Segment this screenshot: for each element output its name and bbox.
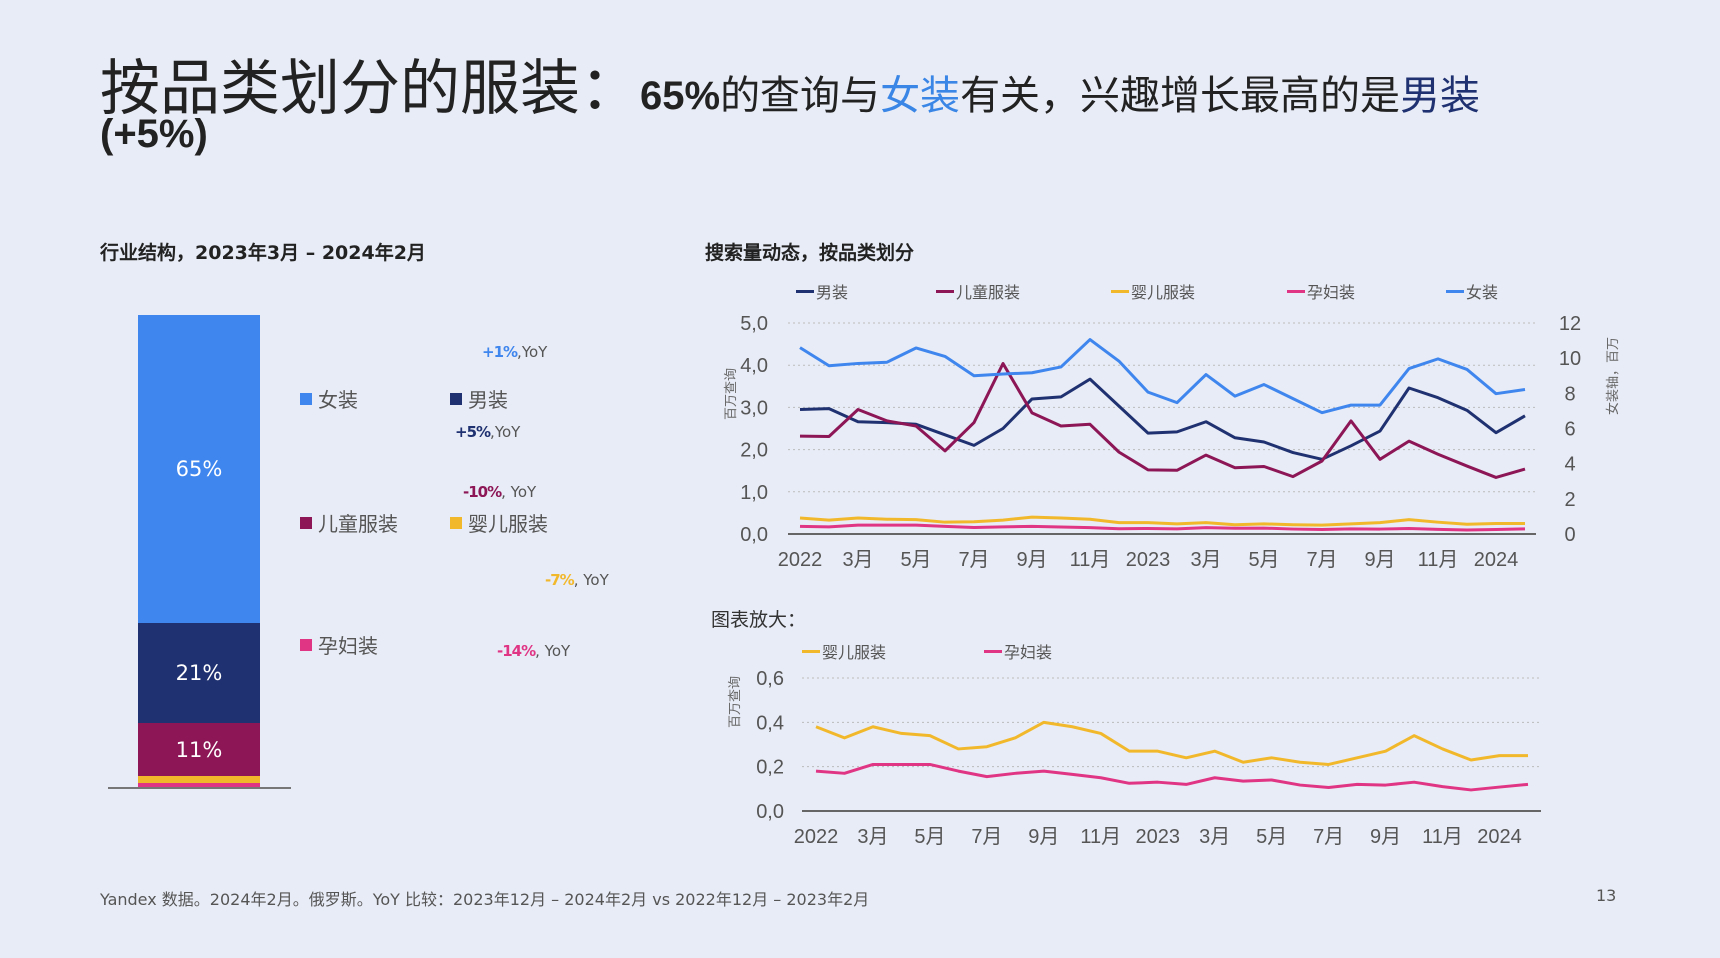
series-line-婴儿服装 (815, 720, 1528, 766)
x-tick-label: 11月 (1422, 826, 1463, 848)
legend-men: 男装 (450, 384, 508, 413)
y2-tick-label: 6 (1564, 419, 1575, 441)
x-tick-label: 3月 (1199, 826, 1230, 848)
y-tick-label: 4,0 (740, 355, 768, 377)
y-tick-label: 1,0 (740, 482, 768, 504)
y2-tick-label: 8 (1564, 383, 1575, 405)
legend-swatch (450, 516, 462, 529)
x-tick-label: 11月 (1070, 549, 1111, 571)
y2-tick-label: 10 (1559, 348, 1581, 370)
x-tick-label: 11月 (1080, 826, 1121, 848)
legend-line-men: 男装 (796, 279, 848, 303)
x-tick-label: 5月 (900, 549, 931, 571)
x-tick-label: 2023 (1126, 549, 1171, 571)
series-line-男装 (799, 377, 1526, 461)
x-tick-label: 2022 (778, 549, 823, 571)
y2-tick-label: 12 (1559, 313, 1581, 335)
x-tick-label: 9月 (1028, 826, 1059, 848)
zoom-chart-title: 图表放大： (711, 609, 807, 631)
bar-baseline (108, 787, 291, 789)
x-tick-label: 2024 (1474, 549, 1519, 571)
bar-segment-children: 11% (138, 723, 260, 776)
series-line-女装 (799, 338, 1526, 415)
y-tick-label: 0,4 (756, 712, 784, 734)
legend-swatch (450, 392, 462, 405)
legend-children: 儿童服装 (300, 508, 398, 537)
x-tick-label: 11月 (1418, 549, 1459, 571)
bar-segment-maternity (138, 783, 260, 788)
x-tick-label: 5月 (914, 826, 945, 848)
series-line-孕妇装 (815, 762, 1529, 792)
x-tick-label: 2022 (794, 826, 839, 848)
x-tick-label: 2024 (1477, 826, 1522, 848)
x-tick-label: 7月 (1313, 826, 1344, 848)
y2-tick-label: 2 (1564, 489, 1575, 511)
right-chart-title: 搜索量动态，按品类划分 (705, 242, 915, 264)
page-number: 13 (1596, 886, 1617, 905)
series-line-孕妇装 (799, 523, 1526, 532)
legend-swatch (300, 392, 312, 405)
x-tick-label: 3月 (842, 549, 873, 571)
yoy-women: +1%,YoY (482, 343, 548, 361)
y-tick-label: 2,0 (740, 440, 768, 462)
x-tick-label: 5月 (1248, 549, 1279, 571)
yoy-baby: -7%, YoY (545, 571, 609, 589)
bar-segment-men: 21% (138, 623, 260, 723)
y-tick-label: 0,0 (756, 801, 784, 823)
x-tick-label: 9月 (1370, 826, 1401, 848)
y-tick-label: 5,0 (740, 313, 768, 335)
bar-segment-baby (138, 776, 260, 783)
legend-maternity: 孕妇装 (300, 630, 378, 659)
yoy-men: +5%,YoY (455, 423, 521, 441)
legend-zoom-maternity: 孕妇装 (984, 639, 1052, 663)
y-tick-label: 0,6 (756, 668, 784, 690)
y-tick-label: 3,0 (740, 397, 768, 419)
x-tick-label: 9月 (1364, 549, 1395, 571)
legend-line-children: 儿童服装 (936, 279, 1020, 303)
legend-baby: 婴儿服装 (450, 508, 548, 537)
series-line-婴儿服装 (799, 515, 1525, 527)
legend-swatch (300, 638, 312, 651)
x-tick-label: 2023 (1136, 826, 1181, 848)
x-tick-label: 7月 (971, 826, 1002, 848)
y-tick-label: 0,2 (756, 757, 784, 779)
x-tick-label: 5月 (1256, 826, 1287, 848)
series-line-儿童服装 (799, 362, 1526, 479)
legend-line-women: 女装 (1446, 279, 1498, 303)
yoy-maternity: -14%, YoY (497, 642, 571, 660)
y-tick-label: 0,0 (740, 524, 768, 546)
yoy-children: -10%, YoY (463, 483, 537, 501)
x-tick-label: 3月 (1190, 549, 1221, 571)
x-tick-label: 9月 (1016, 549, 1047, 571)
x-tick-label: 7月 (958, 549, 989, 571)
slide-title-growth: (+5%) (100, 112, 208, 156)
legend-line-maternity: 孕妇装 (1287, 279, 1355, 303)
slide-title: 按品类划分的服装：65%的查询与女装有关，兴趣增长最高的是男装 (100, 54, 1481, 124)
footer-source: Yandex 数据。2024年2月。俄罗斯。YoY 比较：2023年12月 – … (100, 890, 870, 909)
x-tick-label: 7月 (1306, 549, 1337, 571)
legend-zoom-baby: 婴儿服装 (802, 639, 886, 663)
legend-swatch (300, 516, 312, 529)
left-chart-title: 行业结构，2023年3月 – 2024年2月 (100, 242, 426, 264)
legend-women: 女装 (300, 384, 358, 413)
bar-segment-women: 65% (138, 315, 260, 623)
y2-tick-label: 0 (1564, 524, 1575, 546)
legend-line-baby: 婴儿服装 (1111, 279, 1195, 303)
y2-tick-label: 4 (1564, 454, 1575, 476)
x-tick-label: 3月 (857, 826, 888, 848)
